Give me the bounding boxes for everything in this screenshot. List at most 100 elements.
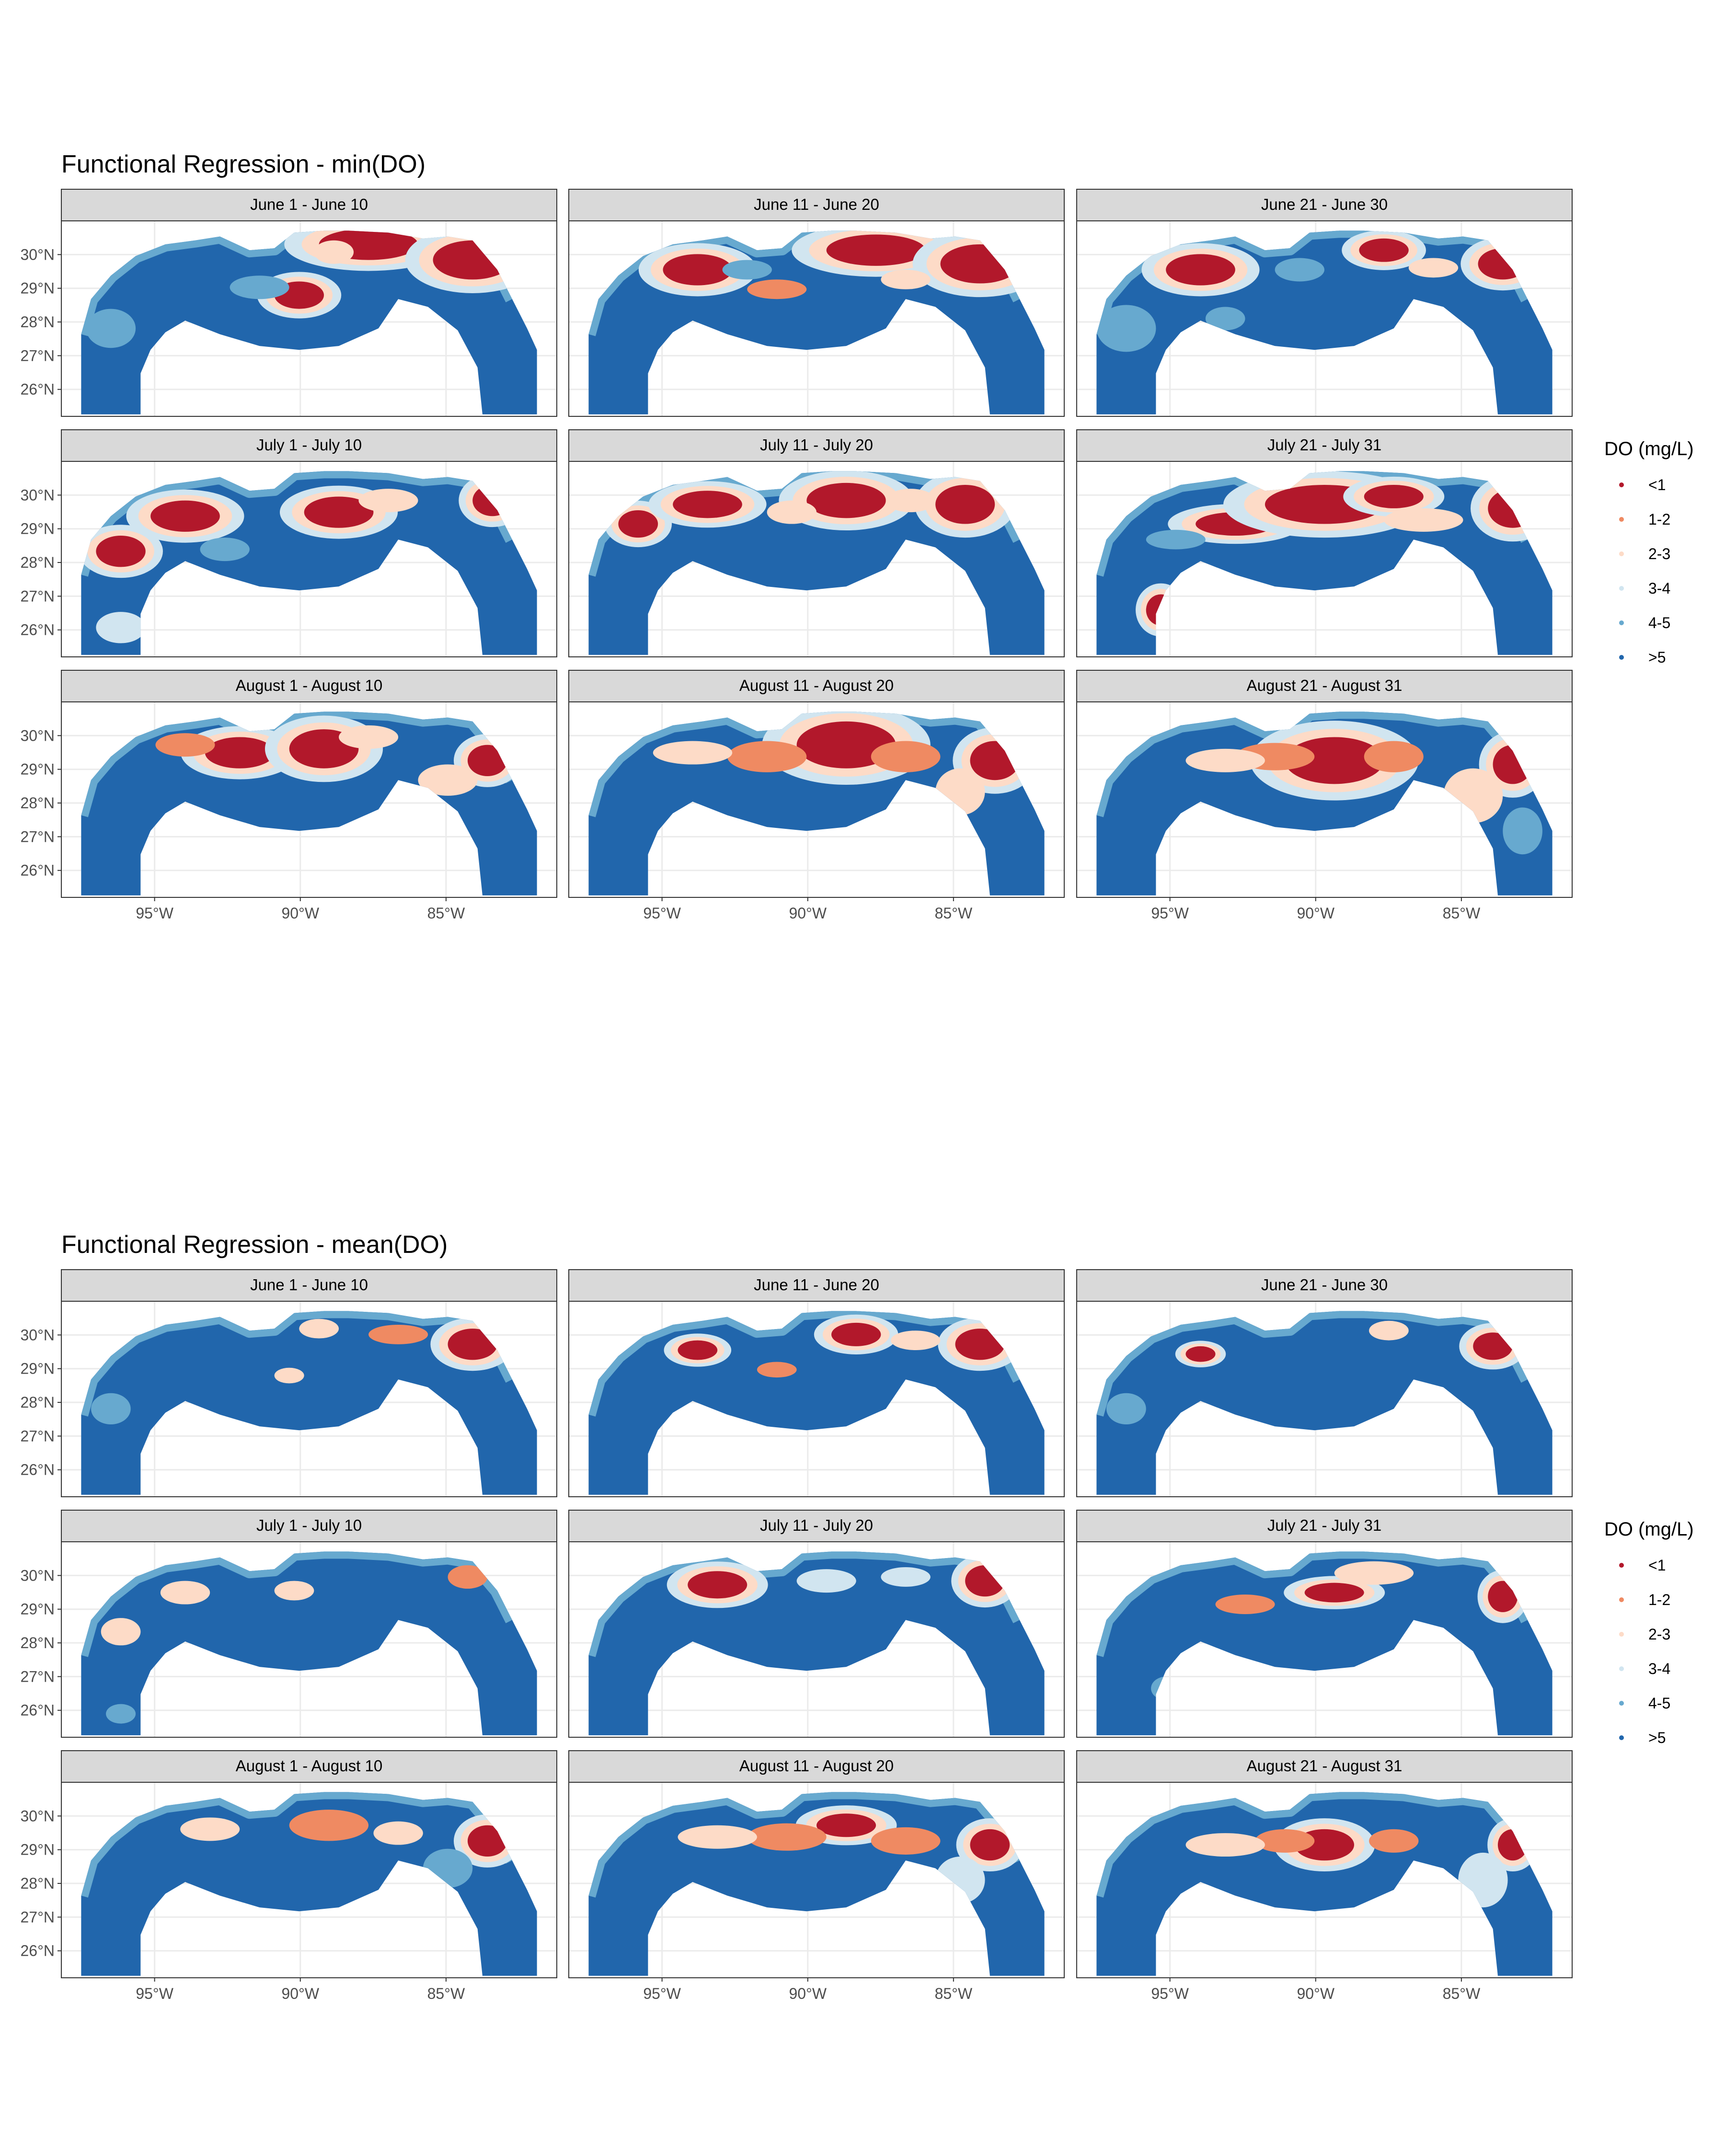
- do-zone: [368, 1324, 428, 1344]
- do-zone: [935, 484, 995, 524]
- do-zone: [160, 1581, 210, 1605]
- facet-label: August 1 - August 10: [236, 1757, 382, 1775]
- x-axis: 95°W 90°W 85°W: [1151, 1978, 1481, 2002]
- do-map-mean-jul11: [588, 1551, 1045, 1735]
- x-tick-label: 95°W: [136, 1985, 173, 2002]
- facet-label: August 21 - August 31: [1247, 677, 1403, 694]
- do-zone: [101, 1618, 141, 1646]
- legend-label: 3-4: [1648, 1660, 1670, 1677]
- do-zone: [1384, 508, 1463, 532]
- nearshore-band: [81, 1792, 519, 1898]
- legend-label: 1-2: [1648, 511, 1670, 528]
- x-axis: 95°W 90°W 85°W: [136, 1978, 465, 2002]
- do-zone: [881, 270, 931, 289]
- legend-key: [1619, 1632, 1624, 1637]
- panel-border: [61, 220, 557, 417]
- facet-strip: [61, 1269, 557, 1302]
- facet-strip: [1076, 189, 1573, 221]
- facet-label: July 11 - July 20: [760, 436, 873, 454]
- hypoxia-zones: [588, 1551, 1026, 1657]
- x-tick-label: 95°W: [1151, 905, 1189, 922]
- do-zone: [653, 741, 733, 765]
- legend-label: 2-3: [1648, 545, 1670, 562]
- do-zone: [688, 1571, 748, 1599]
- x-axis: 95°W 90°W 85°W: [643, 1978, 973, 2002]
- panel-border: [1076, 701, 1573, 898]
- facet-label: July 11 - July 20: [760, 1516, 873, 1534]
- facet-strip: [568, 189, 1065, 221]
- legend-label: >5: [1648, 1729, 1666, 1746]
- facet-panel: July 21 - July 31: [1076, 1510, 1573, 1738]
- nearshore-band: [1096, 1311, 1534, 1417]
- x-tick-label: 85°W: [935, 905, 973, 922]
- panel-border: [61, 1541, 557, 1738]
- facet-strip: [1076, 1750, 1573, 1783]
- panel-border: [1076, 1301, 1573, 1497]
- facet-label: July 1 - July 10: [256, 1516, 362, 1534]
- do-zone: [1334, 1561, 1414, 1585]
- y-tick-label: 26°N: [21, 1702, 55, 1719]
- facet-panel: July 1 - July 10 30°N 29°N 28°N 27°N 26°N: [21, 429, 557, 657]
- do-zone: [304, 496, 374, 528]
- do-zone: [727, 741, 807, 772]
- do-zone: [1503, 807, 1542, 855]
- legend-key: [1619, 1735, 1624, 1740]
- legend-label: 3-4: [1648, 580, 1670, 597]
- do-zone: [1369, 1829, 1419, 1853]
- x-tick-label: 95°W: [1151, 1985, 1189, 2002]
- nearshore-band: [588, 1792, 1026, 1898]
- y-tick-label: 30°N: [21, 246, 55, 263]
- facet-strip: [61, 429, 557, 462]
- facet-panel: August 11 - August 20 95°W 90°W 85°W: [568, 1750, 1065, 2002]
- legend-title: DO (mg/L): [1604, 1519, 1694, 1540]
- x-tick-label: 85°W: [427, 1985, 465, 2002]
- do-zone: [796, 1569, 856, 1593]
- do-zone: [678, 1340, 718, 1360]
- do-map-min-aug11: [588, 711, 1045, 895]
- do-map-mean-aug21: [1096, 1792, 1552, 1976]
- do-zone: [673, 491, 742, 518]
- facet-strip: [1076, 670, 1573, 702]
- facet-strip: [568, 1269, 1065, 1302]
- x-tick-label: 85°W: [1443, 1985, 1481, 2002]
- y-tick-label: 26°N: [21, 862, 55, 879]
- facet-strip: [1076, 1510, 1573, 1542]
- x-axis: 95°W 90°W 85°W: [643, 897, 973, 922]
- do-zone: [747, 279, 807, 299]
- legend-key: [1619, 517, 1624, 522]
- facet-panel: August 11 - August 20 95°W 90°W 85°W: [568, 670, 1065, 922]
- y-axis: 30°N 29°N 28°N 27°N 26°N: [21, 246, 61, 398]
- legend-key: [1619, 1701, 1624, 1706]
- do-zone: [955, 1329, 1005, 1360]
- facet-panel: August 21 - August 31 95°W 90°W 85°W: [1076, 670, 1573, 922]
- do-zone: [757, 1362, 797, 1378]
- y-tick-label: 30°N: [21, 1567, 55, 1584]
- facet-label: August 1 - August 10: [236, 677, 382, 694]
- do-map-mean-jun11: [588, 1311, 1045, 1495]
- facet-label: July 1 - July 10: [256, 436, 362, 454]
- y-tick-label: 26°N: [21, 381, 55, 398]
- do-zone: [106, 1704, 136, 1724]
- do-zone: [1166, 254, 1235, 286]
- panel-border: [568, 701, 1065, 898]
- do-zone: [230, 275, 289, 299]
- do-map-mean-aug1: [81, 1792, 537, 1976]
- hypoxia-zones: [81, 1792, 521, 1898]
- legend-label: >5: [1648, 649, 1666, 666]
- facet-panel: August 1 - August 10 30°N 29°N 28°N 27°N 26°N…: [21, 1750, 557, 2002]
- x-tick-label: 95°W: [643, 1985, 681, 2002]
- y-axis: 30°N 29°N 28°N 27°N 26°N: [21, 1807, 61, 1960]
- x-tick-label: 95°W: [643, 905, 681, 922]
- facet-label: August 11 - August 20: [739, 677, 894, 694]
- facet-panel: August 1 - August 10 30°N 29°N 28°N 27°N 26°N…: [21, 670, 557, 922]
- legend-label: 1-2: [1648, 1591, 1670, 1608]
- do-zone: [1185, 1833, 1265, 1857]
- do-zone: [826, 234, 926, 266]
- y-tick-label: 29°N: [21, 520, 55, 538]
- do-map-mean-jul1: [81, 1551, 537, 1735]
- do-zone: [1096, 305, 1156, 352]
- do-zone: [314, 240, 354, 264]
- y-tick-label: 30°N: [21, 1807, 55, 1824]
- x-tick-label: 85°W: [1443, 905, 1481, 922]
